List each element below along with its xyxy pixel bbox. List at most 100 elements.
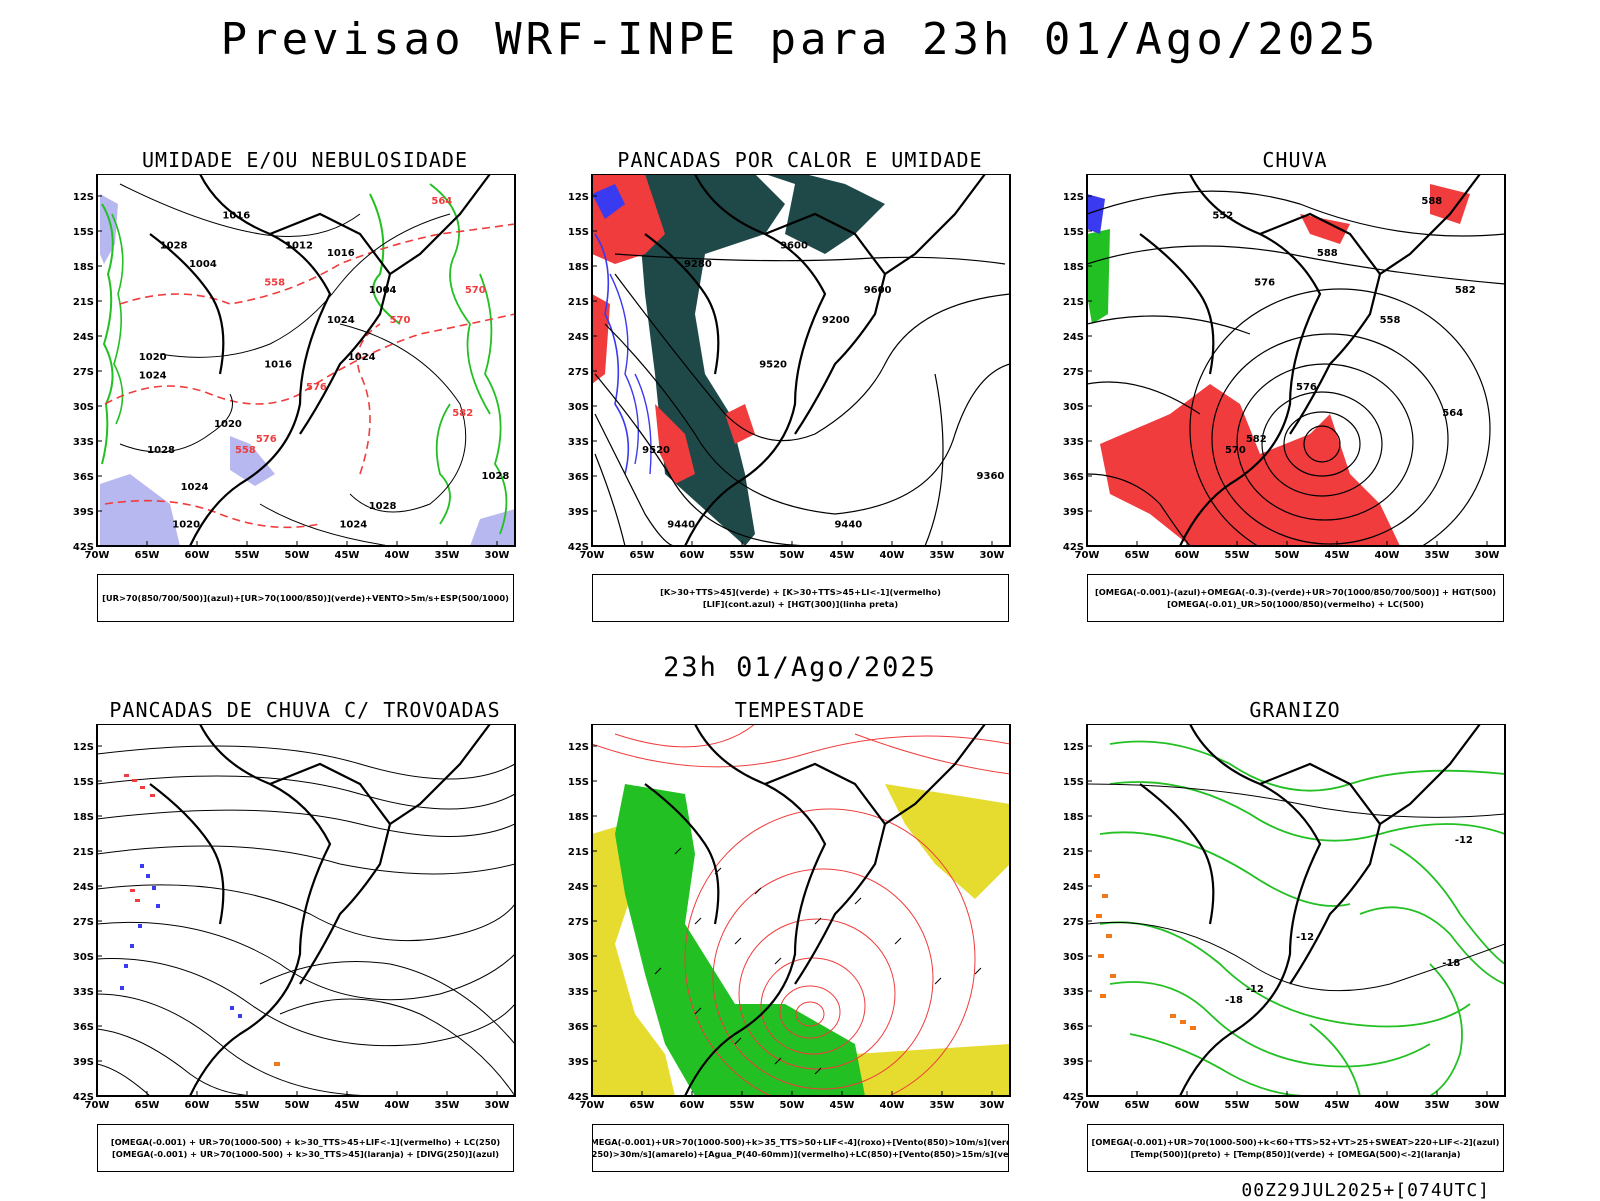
forecast-time-label: 23h 01/Ago/2025 xyxy=(663,652,937,683)
lat-tick-label: 15S xyxy=(1063,227,1084,238)
lon-tick-label: 65W xyxy=(1125,550,1150,561)
lon-tick-label: 35W xyxy=(1425,550,1450,561)
lon-tick-label: 50W xyxy=(285,550,310,561)
lat-tick-label: 36S xyxy=(1063,472,1084,483)
lat-tick-label: 18S xyxy=(73,262,94,273)
lat-tick-label: 15S xyxy=(568,777,589,788)
contour-value-label: 558 xyxy=(264,278,285,289)
lon-tick-label: 45W xyxy=(335,550,360,561)
lon-tick-label: 40W xyxy=(385,550,410,561)
lat-tick-label: 12S xyxy=(73,192,94,203)
lon-tick-label: 60W xyxy=(185,1100,210,1111)
lat-tick-label: 30S xyxy=(568,402,589,413)
contour-value-label: 564 xyxy=(1442,408,1463,419)
lat-tick-label: 39S xyxy=(568,507,589,518)
lon-tick-label: 65W xyxy=(135,550,160,561)
caption-line: [OMEGA(-0.01)_UR>50(1000/850)(vermelho) … xyxy=(1167,599,1424,609)
contour-value-label: 582 xyxy=(1246,434,1267,445)
lon-axis-labels: 70W 65W 60W 55W 50W 45W 40W 35W 30W xyxy=(85,541,510,561)
jet-stream-area-yellow xyxy=(592,824,675,1096)
contour-labels: 9600 9600 9520 9520 9440 9360 9280 9200 9440 xyxy=(642,240,1004,530)
lat-tick-label: 24S xyxy=(568,882,589,893)
panel-tempestade: TEMPESTADE xyxy=(555,698,1045,1178)
lat-tick-label: 36S xyxy=(568,1022,589,1033)
lat-tick-label: 27S xyxy=(1063,917,1084,928)
contour-value-label: 9520 xyxy=(759,359,787,370)
lon-tick-label: 30W xyxy=(485,1100,510,1111)
panel-caption: [K>30+TTS>45](verde) + [K>30+TTS>45+LI<-… xyxy=(592,574,1009,622)
lat-tick-label: 42S xyxy=(73,542,94,553)
lat-tick-label: 27S xyxy=(73,917,94,928)
lon-tick-label: 60W xyxy=(185,550,210,561)
lat-tick-label: 30S xyxy=(73,402,94,413)
lon-tick-label: 30W xyxy=(980,550,1005,561)
coastline xyxy=(1139,724,1481,1097)
contour-value-label: 558 xyxy=(1380,315,1401,326)
rain-area-red xyxy=(1430,184,1470,224)
lat-tick-label: 39S xyxy=(1063,507,1084,518)
lat-tick-label: 42S xyxy=(1063,1092,1084,1103)
lon-axis-labels: 70W 65W 60W 55W 50W 45W 40W 35W 30W xyxy=(580,541,1005,561)
panel-title: CHUVA xyxy=(1262,148,1328,172)
contour-value-label: 576 xyxy=(306,382,327,393)
contour-value-label: -12 xyxy=(1246,984,1264,995)
lon-axis-labels: 70W 65W 60W 55W 50W 45W 40W 35W 30W xyxy=(85,1091,510,1111)
lc850-contours xyxy=(592,724,1010,1096)
lon-tick-label: 60W xyxy=(680,550,705,561)
map-granizo: -12-12-18-18-12 12S15S18S21S24S27S30S33S… xyxy=(1063,724,1506,1111)
model-run-info: 00Z29JUL2025+[074UTC] xyxy=(1241,1180,1490,1201)
lon-tick-label: 70W xyxy=(580,550,605,561)
lat-tick-label: 24S xyxy=(73,882,94,893)
thunderstorm-marks-red xyxy=(124,774,155,902)
contour-value-label: 576 xyxy=(1254,278,1275,289)
contour-value-label: -12 xyxy=(1296,932,1314,943)
lon-tick-label: 70W xyxy=(1075,550,1100,561)
lon-axis-labels: 70W 65W 60W 55W 50W 45W 40W 35W 30W xyxy=(1075,541,1500,561)
panel-title: GRANIZO xyxy=(1249,698,1341,722)
lon-axis-labels: 70W 65W 60W 55W 50W 45W 40W 35W 30W xyxy=(1075,1091,1499,1111)
lat-tick-label: 18S xyxy=(73,812,94,823)
contour-value-label: -12 xyxy=(1455,835,1473,846)
lon-tick-label: 55W xyxy=(730,1100,755,1111)
lon-tick-label: 55W xyxy=(730,550,755,561)
lat-tick-label: 21S xyxy=(568,847,589,858)
lat-tick-label: 39S xyxy=(568,1057,589,1068)
lat-axis-labels: 12S 15S 18S 21S 24S 27S 30S 33S 36S 39S 42S xyxy=(1063,192,1092,553)
lon-tick-label: 55W xyxy=(1225,550,1250,561)
lat-tick-label: 36S xyxy=(73,1022,94,1033)
panel-umidade: UMIDADE E/OU NEBULOSIDADE xyxy=(60,148,550,628)
lat-tick-label: 24S xyxy=(1063,332,1084,343)
contour-labels: -12-12-18-18-12 xyxy=(1225,835,1473,1006)
lon-tick-label: 70W xyxy=(580,1100,605,1111)
panel-granizo: GRANIZO xyxy=(1050,698,1540,1178)
contour-value-label: 1024 xyxy=(327,315,355,326)
rain-area-blue xyxy=(1087,194,1105,234)
contour-value-label: 576 xyxy=(256,434,277,445)
rain-area-green xyxy=(1087,229,1110,324)
panel-title: PANCADAS DE CHUVA C/ TROVOADAS xyxy=(109,698,501,722)
lat-tick-label: 36S xyxy=(73,472,94,483)
lat-tick-label: 42S xyxy=(1063,542,1084,553)
map-pancadas-calor: 9600 9600 9520 9520 9440 9360 9280 9200 9440 12S… xyxy=(568,174,1011,561)
lat-tick-label: 18S xyxy=(1063,262,1084,273)
temp-850-contours xyxy=(1099,740,1505,1096)
lon-tick-label: 30W xyxy=(1475,550,1500,561)
panel-title: TEMPESTADE xyxy=(734,698,866,722)
contour-value-label: 564 xyxy=(431,196,452,207)
lat-axis-labels: 12S 15S 18S 21S 24S 27S 30S 33S 36S 39S 42S xyxy=(568,742,597,1103)
lat-tick-label: 21S xyxy=(73,847,94,858)
caption-line: [OMEGA(-0.001)+UR>70(1000-500)+k>35_TTS>… xyxy=(592,1137,1009,1147)
lon-tick-label: 65W xyxy=(630,1100,655,1111)
coastline xyxy=(149,724,491,1097)
lon-tick-label: 30W xyxy=(485,550,510,561)
lon-tick-label: 65W xyxy=(1125,1100,1150,1111)
lat-tick-label: 39S xyxy=(73,507,94,518)
lon-tick-label: 35W xyxy=(435,550,460,561)
contour-value-label: 570 xyxy=(390,315,411,326)
caption-line: [Temp(500)](preto) + [Temp(850)](verde) … xyxy=(1130,1149,1461,1159)
lat-tick-label: 15S xyxy=(1063,777,1084,788)
lon-tick-label: 60W xyxy=(1175,1100,1200,1111)
caption-line: [OMEGA(-0.001)+UR>70(1000-500)+k<60+TTS>… xyxy=(1091,1137,1500,1147)
lat-tick-label: 18S xyxy=(568,812,589,823)
lat-tick-label: 30S xyxy=(73,952,94,963)
